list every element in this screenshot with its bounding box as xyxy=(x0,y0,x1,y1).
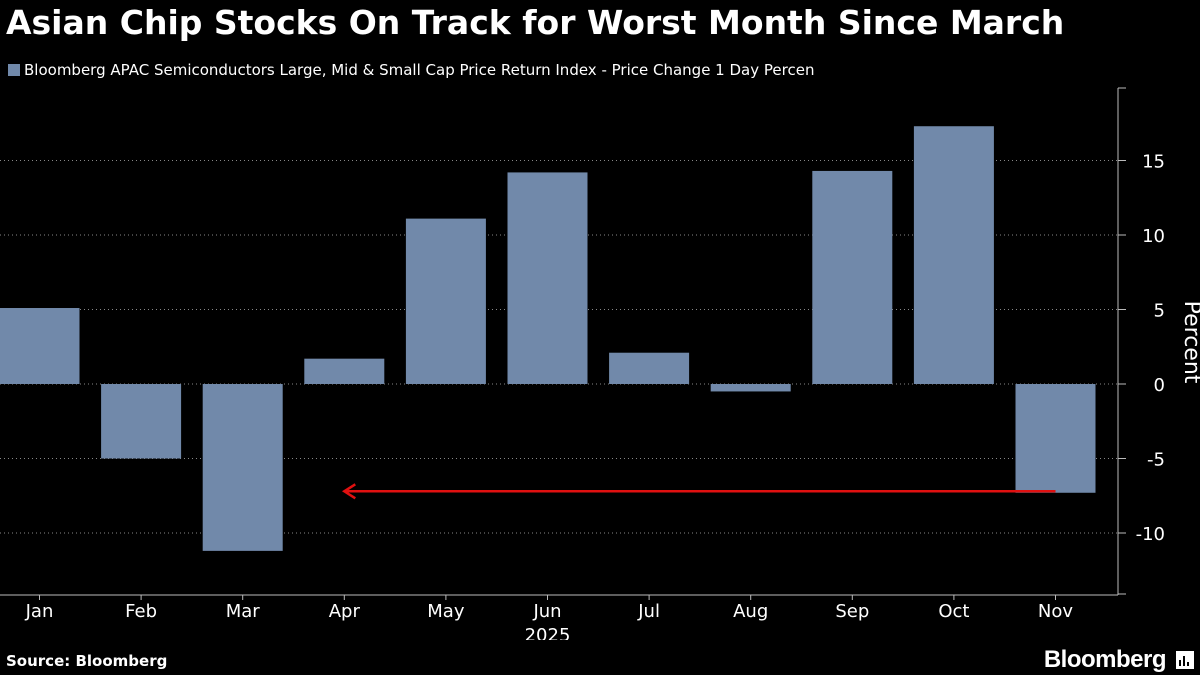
legend: Bloomberg APAC Semiconductors Large, Mid… xyxy=(8,61,814,79)
x-tick-label: Jul xyxy=(637,601,660,622)
y-tick-label: -10 xyxy=(1136,524,1165,545)
y-tick-label: 15 xyxy=(1142,152,1165,173)
x-tick-label: Sep xyxy=(835,601,869,622)
x-tick-label: May xyxy=(427,601,465,622)
bar-apr xyxy=(304,358,385,384)
bar-may xyxy=(405,218,486,384)
bar-jun xyxy=(507,172,588,384)
bloomberg-chart-icon xyxy=(1176,651,1194,669)
y-axis-title: Percent xyxy=(1179,301,1200,384)
chart-title: Asian Chip Stocks On Track for Worst Mon… xyxy=(6,3,1065,42)
y-tick-label: 10 xyxy=(1142,226,1165,247)
legend-swatch xyxy=(8,64,20,76)
y-tick-label: 5 xyxy=(1154,301,1165,322)
bar-oct xyxy=(913,126,994,384)
bar-jan xyxy=(0,308,80,384)
annotation-arrow-head xyxy=(341,483,356,500)
y-tick-label: 0 xyxy=(1154,375,1165,396)
legend-label: Bloomberg APAC Semiconductors Large, Mid… xyxy=(24,61,815,79)
x-tick-label: Mar xyxy=(226,601,261,622)
x-year-label: 2025 xyxy=(525,625,571,640)
x-tick-label: Jun xyxy=(532,601,561,622)
x-tick-label: Feb xyxy=(125,601,157,622)
x-tick-label: Apr xyxy=(329,601,361,622)
bar-jul xyxy=(609,352,690,384)
bar-sep xyxy=(812,170,893,384)
x-tick-label: Jan xyxy=(25,601,54,622)
bloomberg-logo: Bloomberg xyxy=(1043,646,1167,673)
x-tick-label: Oct xyxy=(938,601,969,622)
bar-chart: 15 10 5 0 -5 -10 Jan Feb Mar Apr May Jun Jul Aug Sep Oc… xyxy=(0,87,1200,640)
source-note: Source: Bloomberg xyxy=(6,652,168,670)
bar-feb xyxy=(101,384,182,459)
x-tick-label: Nov xyxy=(1038,601,1073,622)
bar-aug xyxy=(710,384,791,392)
bar-nov xyxy=(1015,384,1096,493)
x-tick-label: Aug xyxy=(733,601,768,622)
y-tick-label: -5 xyxy=(1147,450,1165,471)
bar-mar xyxy=(202,384,283,551)
